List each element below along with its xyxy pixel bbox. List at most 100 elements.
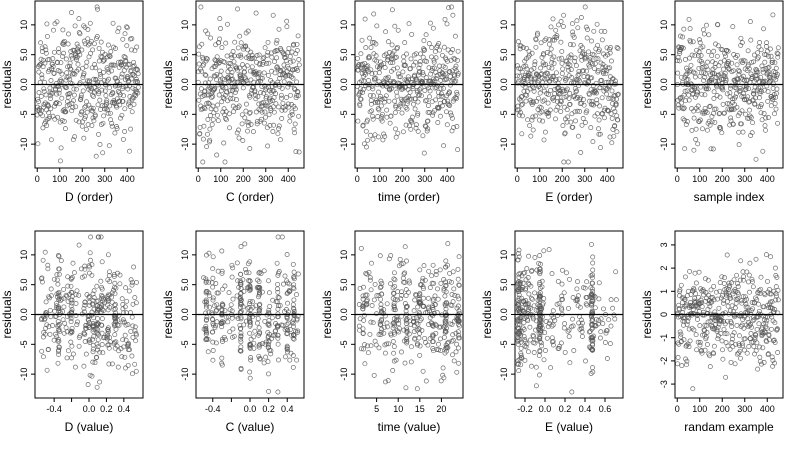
data-point <box>374 311 379 317</box>
data-point <box>770 357 776 363</box>
data-point <box>591 66 597 71</box>
data-point <box>230 296 236 302</box>
data-point <box>290 324 296 329</box>
data-point <box>76 343 82 349</box>
data-point <box>53 101 59 107</box>
data-point <box>283 95 289 100</box>
data-point <box>125 342 131 347</box>
data-point <box>220 339 225 344</box>
data-point <box>101 57 107 63</box>
data-point <box>244 63 250 69</box>
data-point <box>764 318 770 324</box>
data-point <box>368 45 374 50</box>
data-point <box>526 253 532 259</box>
data-point <box>98 53 104 59</box>
data-point <box>63 292 69 298</box>
data-point <box>248 121 254 127</box>
data-point <box>131 59 137 65</box>
data-point <box>238 339 244 345</box>
data-point <box>518 345 524 351</box>
data-point <box>203 73 209 78</box>
data-point <box>456 332 462 338</box>
data-point <box>567 42 573 47</box>
data-point <box>541 52 547 58</box>
data-point <box>404 340 410 346</box>
x-tick-label: 15 <box>415 404 425 414</box>
data-point <box>85 27 91 32</box>
x-tick-label: 0 <box>196 174 201 184</box>
data-point <box>447 74 453 79</box>
data-point <box>265 359 271 365</box>
data-point <box>446 68 452 74</box>
data-point <box>753 332 759 338</box>
data-point <box>36 69 42 75</box>
data-point <box>270 129 276 134</box>
data-point <box>698 286 704 292</box>
data-point <box>599 95 605 101</box>
data-point <box>695 108 701 114</box>
data-point <box>406 314 412 320</box>
data-point <box>372 281 378 287</box>
data-point <box>696 65 702 71</box>
data-point <box>205 31 211 37</box>
data-point <box>768 103 774 109</box>
data-point <box>590 267 596 273</box>
y-tick-label: 10 <box>659 20 669 30</box>
data-point <box>99 284 104 290</box>
data-point <box>558 99 564 104</box>
data-point <box>209 122 215 127</box>
data-point <box>559 60 565 66</box>
data-point <box>547 51 553 57</box>
data-point <box>265 143 271 149</box>
data-point <box>84 109 90 115</box>
data-point <box>765 48 770 54</box>
data-point <box>128 76 134 82</box>
data-point <box>239 112 245 118</box>
data-point <box>582 4 588 10</box>
data-point <box>533 44 539 50</box>
data-point <box>552 318 558 323</box>
data-point <box>295 67 301 73</box>
data-point <box>563 76 569 82</box>
data-point <box>456 360 462 366</box>
data-point <box>120 306 126 312</box>
data-point <box>529 268 535 273</box>
data-point <box>595 68 601 74</box>
data-point <box>707 353 713 359</box>
data-point <box>550 37 556 43</box>
data-point <box>120 36 126 42</box>
data-point <box>705 306 711 312</box>
data-point <box>711 343 717 349</box>
data-point <box>87 250 93 256</box>
data-point <box>243 101 249 107</box>
data-point <box>695 103 701 109</box>
data-point <box>687 338 693 344</box>
data-point <box>119 62 125 68</box>
data-point <box>728 83 734 89</box>
data-point <box>245 128 250 134</box>
data-point <box>769 57 775 63</box>
data-point <box>522 338 528 344</box>
data-point <box>540 60 546 66</box>
data-point <box>223 40 229 46</box>
data-point <box>263 354 269 360</box>
data-point <box>443 299 449 305</box>
data-point <box>598 28 604 34</box>
data-point <box>576 68 582 74</box>
data-point <box>290 302 296 308</box>
data-point <box>737 89 743 94</box>
data-point <box>95 316 101 322</box>
data-point <box>740 129 746 135</box>
x-tick-label: 200 <box>715 404 730 414</box>
data-point <box>66 74 72 80</box>
data-point <box>420 70 426 75</box>
data-point <box>592 305 598 311</box>
data-point <box>56 46 62 52</box>
data-point <box>367 92 373 98</box>
data-point <box>99 259 105 265</box>
data-point <box>449 338 455 344</box>
data-point <box>696 294 702 300</box>
x-tick-label: 300 <box>97 174 112 184</box>
data-point <box>229 69 235 75</box>
data-point <box>379 118 385 124</box>
